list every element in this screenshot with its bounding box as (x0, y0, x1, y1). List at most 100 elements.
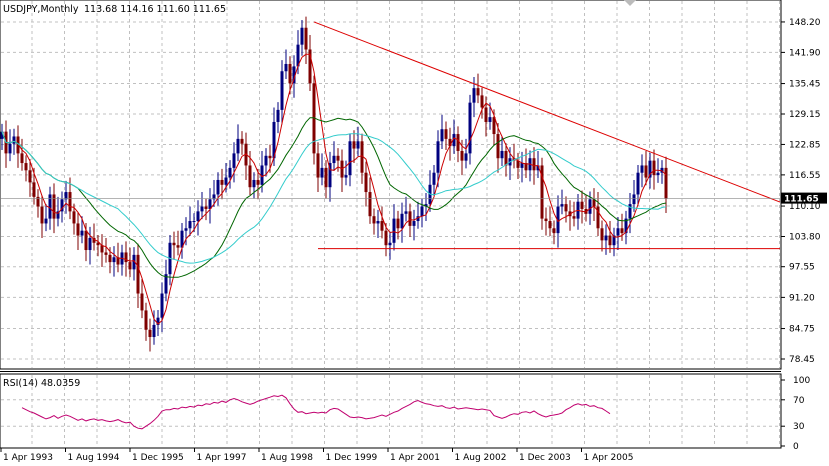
candle-body (348, 141, 352, 176)
candle-body (556, 206, 560, 234)
candle-body (536, 165, 540, 171)
rsi-panel[interactable] (0, 373, 782, 449)
candle-body (516, 160, 520, 168)
candle-body (552, 228, 556, 234)
candle-body (304, 27, 308, 50)
price-tick-label: 148.20 (789, 18, 821, 28)
candle-body (384, 230, 388, 246)
candle-body (132, 254, 136, 270)
mid-ma-line (1, 117, 667, 278)
candle-body (364, 172, 368, 193)
price-tick-label: 129.15 (789, 110, 821, 120)
candle-body (284, 63, 288, 72)
candle-body (72, 211, 76, 224)
candle-body (616, 228, 620, 236)
candle-body (624, 218, 628, 234)
candle-body (256, 179, 260, 185)
candle-body (268, 155, 272, 159)
candle-body (28, 170, 32, 183)
candle-body (288, 63, 292, 84)
candle-body (448, 138, 452, 147)
candle-body (208, 199, 212, 209)
candle-body (100, 245, 104, 253)
candlestick-series (0, 16, 668, 352)
candle-body (484, 107, 488, 122)
candle-body (596, 206, 600, 229)
candle-body (496, 134, 500, 159)
price-tick-label: 135.45 (789, 80, 821, 90)
candle-body (344, 175, 348, 178)
candle-body (492, 117, 496, 135)
candle-body (316, 153, 320, 178)
candle-body (296, 44, 300, 67)
trendlines (1, 21, 781, 250)
candle-body (644, 165, 648, 178)
candle-body (176, 245, 180, 248)
candle-body (564, 204, 568, 212)
candle-body (212, 194, 216, 200)
candle-body (360, 141, 364, 173)
candle-body (544, 218, 548, 222)
candle-body (440, 129, 444, 142)
candle-body (232, 153, 236, 168)
rsi-label: RSI(14) 48.0359 (3, 378, 80, 389)
candle-body (272, 121, 276, 159)
candle-body (104, 252, 108, 255)
candle-body (400, 213, 404, 229)
chart-shift-icon[interactable] (624, 0, 636, 6)
candle-body (156, 317, 160, 325)
candle-body (80, 230, 84, 236)
candle-body (248, 165, 252, 188)
grid-lines (1, 1, 780, 447)
price-tick-label: 103.80 (789, 232, 821, 242)
last-price-tag: 111.65 (781, 192, 827, 205)
candle-body (352, 141, 356, 149)
candle-body (520, 163, 524, 168)
candle-body (220, 179, 224, 185)
candle-body (20, 153, 24, 164)
candle-body (136, 254, 140, 294)
time-tick-label: 1 Apr 2001 (390, 453, 440, 462)
candle-body (152, 324, 156, 338)
candle-body (444, 129, 448, 139)
rsi-tick-label: 70 (793, 396, 805, 406)
candle-body (560, 204, 564, 207)
candle-body (112, 257, 116, 263)
candle-body (40, 206, 44, 224)
candle-body (192, 221, 196, 223)
time-tick-label: 1 Dec 1995 (132, 453, 184, 462)
candle-body (452, 134, 456, 147)
rsi-line (21, 394, 611, 430)
candle-body (128, 262, 132, 270)
ohlc-label: 113.68 114.16 111.60 111.65 (84, 4, 226, 15)
candle-body (608, 235, 612, 246)
candle-body (572, 216, 576, 219)
candle-body (48, 194, 52, 219)
candle-body (124, 252, 128, 263)
candle-body (660, 167, 664, 173)
candle-body (628, 204, 632, 219)
candle-body (12, 136, 16, 144)
candle-body (180, 230, 184, 248)
candle-body (312, 83, 316, 154)
candle-body (164, 274, 168, 294)
candle-body (376, 221, 380, 224)
moving-averages (1, 53, 667, 325)
candle-body (408, 211, 412, 226)
candle-body (76, 223, 80, 236)
slow-ma-line (1, 131, 667, 264)
candle-body (84, 230, 88, 251)
candle-body (432, 172, 436, 185)
candle-body (600, 228, 604, 241)
candle-body (96, 242, 100, 246)
time-tick-label: 1 Apr 2005 (584, 453, 634, 462)
candle-body (388, 242, 392, 246)
resistance-trendline (313, 21, 781, 203)
candle-body (240, 138, 244, 144)
candle-body (320, 167, 324, 178)
candle-body (292, 66, 296, 84)
candle-body (612, 235, 616, 246)
candle-body (464, 153, 468, 161)
candle-body (504, 150, 508, 166)
